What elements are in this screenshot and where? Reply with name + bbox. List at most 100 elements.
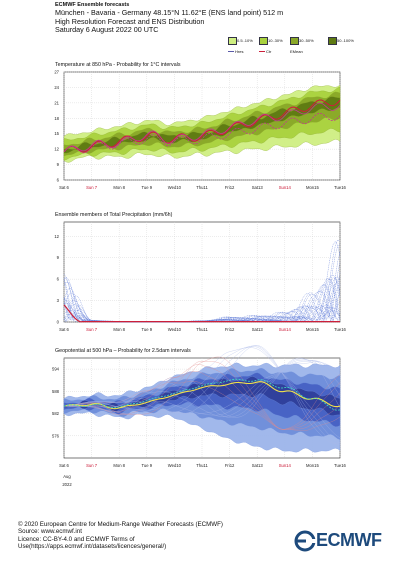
x-tick-label: Sat13 bbox=[252, 463, 264, 468]
x-tick-label: Tue16 bbox=[334, 463, 346, 468]
x-tick-label: Wed10 bbox=[168, 185, 182, 190]
footer: © 2020 European Centre for Medium-Range … bbox=[18, 521, 248, 551]
x-tick-label: Sat 6 bbox=[59, 185, 69, 190]
ecmwf-logo-text: ECMWF bbox=[316, 530, 382, 550]
legend-line-label: Ctr bbox=[266, 49, 272, 54]
y-tick-label: 12 bbox=[54, 234, 59, 239]
y-tick-label: 6 bbox=[57, 277, 60, 282]
x-tick-label: Mon15 bbox=[306, 463, 319, 468]
x-tick-label: Sun 7 bbox=[86, 327, 98, 332]
member-line bbox=[63, 358, 341, 418]
y-tick-label: 27 bbox=[54, 70, 59, 75]
location-title: München - Bavaria - Germany 48.15°N 11.6… bbox=[55, 8, 284, 17]
x-tick-label: Mon 8 bbox=[113, 185, 125, 190]
legend-band-label: 0.5..10% bbox=[237, 38, 253, 43]
member-line bbox=[63, 371, 341, 430]
series-line bbox=[63, 378, 341, 411]
y-tick-label: 588 bbox=[52, 389, 60, 394]
y-tick-label: 12 bbox=[54, 147, 59, 152]
ensemble-member-line bbox=[63, 239, 341, 323]
member-line bbox=[63, 364, 341, 430]
x-tick-label: Sat 6 bbox=[59, 327, 69, 332]
member-line bbox=[64, 345, 341, 444]
header: ECMWF Ensemble forecasts München - Bavar… bbox=[55, 2, 405, 35]
legend-line-item: Hres bbox=[228, 49, 243, 54]
ecmwf-logo-icon bbox=[294, 530, 316, 552]
y-tick-label: 6 bbox=[57, 178, 60, 183]
x-tick-label: Sat13 bbox=[252, 327, 264, 332]
y-tick-label: 18 bbox=[54, 116, 59, 121]
ensemble-member-line bbox=[63, 279, 341, 323]
x-tick-label: Wed10 bbox=[168, 463, 182, 468]
chart-panel-1: 6 9 12 15 18 21 24 27 Sat 6 Sun 7 Mon 8 Tue 9 Wed10 T… bbox=[54, 70, 346, 191]
x-tick-label: Tue 9 bbox=[142, 327, 153, 332]
legend-line-swatch bbox=[259, 51, 265, 53]
y-tick-label: 24 bbox=[54, 85, 59, 90]
legend: 0.5..10% 10..30% 30..50% 50..100% Hres Ctr EMe… bbox=[228, 37, 408, 57]
x-tick-label: Thu11 bbox=[196, 185, 208, 190]
x-tick-label: Sat 6 bbox=[59, 463, 69, 468]
precipitation-chart-title: Ensemble members of Total Precipitation … bbox=[55, 212, 173, 218]
geopotential-chart-title: Geopotential at 500 hPa – Probability fo… bbox=[55, 348, 191, 354]
x-tick-label: Sun 7 bbox=[86, 185, 98, 190]
legend-line-label: Hres bbox=[235, 49, 244, 54]
x-tick-label: Mon15 bbox=[306, 185, 319, 190]
forecast-subtitle: High Resolution Forecast and ENS Distrib… bbox=[55, 16, 205, 26]
legend-band-label: 30..50% bbox=[299, 38, 314, 43]
x-tick-label: Tue16 bbox=[334, 327, 346, 332]
y-tick-label: 9 bbox=[57, 162, 60, 167]
y-tick-label: 582 bbox=[52, 411, 60, 416]
x-tick-label: Fri12 bbox=[225, 327, 235, 332]
member-line bbox=[64, 381, 341, 431]
series-line bbox=[63, 381, 341, 410]
x-tick-label: Mon15 bbox=[306, 327, 319, 332]
x-tick-label: Sun14 bbox=[279, 463, 292, 468]
legend-band-label: 10..30% bbox=[268, 38, 283, 43]
y-tick-label: 576 bbox=[52, 433, 60, 438]
member-line bbox=[63, 346, 341, 444]
ensemble-member-line bbox=[63, 307, 341, 323]
series-line bbox=[63, 102, 341, 152]
x-tick-label: Mon 8 bbox=[113, 327, 125, 332]
brand-label: ECMWF Ensemble forecasts bbox=[55, 2, 130, 8]
x-tick-label: Sun14 bbox=[279, 327, 292, 332]
legend-line-item: Ctr bbox=[259, 49, 271, 54]
year-label: 2022 bbox=[62, 482, 72, 487]
y-tick-label: 21 bbox=[54, 100, 59, 105]
legend-band-label: 50..100% bbox=[337, 38, 354, 43]
legend-swatch bbox=[328, 37, 337, 45]
x-tick-label: Tue 9 bbox=[142, 185, 153, 190]
x-tick-label: Thu11 bbox=[196, 463, 208, 468]
x-tick-label: Wed10 bbox=[168, 327, 182, 332]
y-tick-label: 3 bbox=[57, 298, 60, 303]
legend-line-swatch bbox=[228, 51, 234, 53]
meteogram-charts: 6 9 12 15 18 21 24 27 Sat 6 Sun 7 Mon 8 Tue 9 Wed10 T… bbox=[52, 70, 347, 488]
ensemble-member-line bbox=[63, 292, 341, 323]
source-text: Source: www.ecmwf.int bbox=[18, 528, 82, 536]
temperature-chart-title: Temperature at 850 hPa - Probability for… bbox=[55, 62, 181, 68]
member-line bbox=[63, 359, 341, 417]
x-tick-label: Tue 9 bbox=[142, 463, 153, 468]
chart-panel-3: 576 582 588 594 Sat 6 Sun 7 Mon 8 Tue 9 Wed10 Thu… bbox=[52, 345, 347, 468]
member-line bbox=[64, 361, 341, 430]
y-tick-label: 0 bbox=[57, 320, 60, 325]
x-tick-label: Tue16 bbox=[334, 185, 346, 190]
y-tick-label: 15 bbox=[54, 131, 59, 136]
x-tick-label: Sat13 bbox=[252, 185, 264, 190]
x-tick-label: Sun14 bbox=[279, 185, 292, 190]
legend-swatch bbox=[259, 37, 268, 45]
y-tick-label: 594 bbox=[52, 367, 60, 372]
x-tick-label: Sun 7 bbox=[86, 463, 98, 468]
member-line bbox=[63, 357, 341, 418]
legend-line-label: EMean bbox=[290, 49, 303, 54]
x-tick-label: Fri12 bbox=[225, 463, 235, 468]
member-line bbox=[63, 356, 341, 430]
ensemble-member-line bbox=[63, 283, 341, 323]
x-tick-label: Thu11 bbox=[196, 327, 208, 332]
ecmwf-logo: ECMWF bbox=[294, 530, 414, 552]
legend-line-item: EMean bbox=[290, 49, 303, 54]
x-tick-label: Fri12 bbox=[225, 185, 235, 190]
series-line bbox=[63, 112, 341, 154]
member-line bbox=[63, 345, 341, 445]
chart-panel-2: 0 3 6 9 12 Sat 6 Sun 7 Mon 8 Tue 9 Wed10 Thu11 Fri1… bbox=[54, 221, 347, 332]
